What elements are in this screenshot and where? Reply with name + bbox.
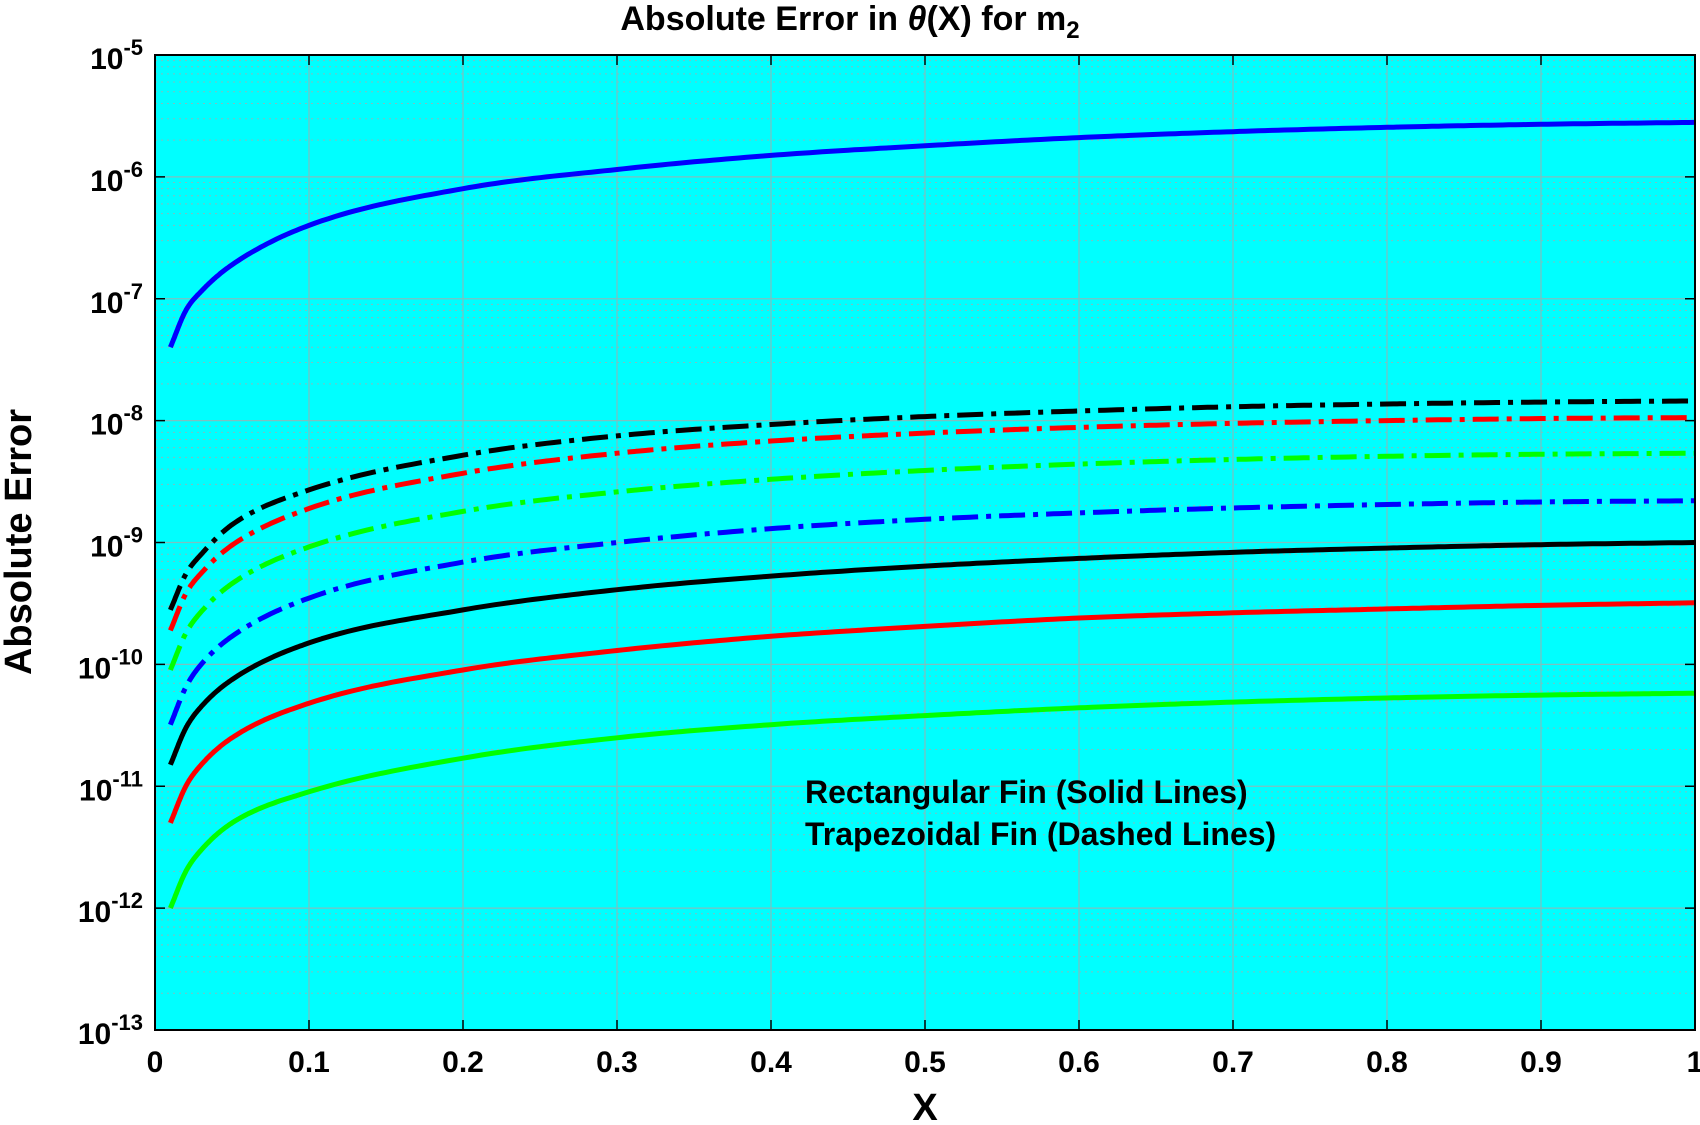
x-tick-label: 0.5 (904, 1046, 946, 1079)
y-tick-label: 10-10 (78, 644, 143, 685)
series-line-solid-1 (168, 540, 1696, 766)
y-tick-exponent: -13 (111, 1010, 143, 1035)
chart-title: Absolute Error in θ(X) for m2 (620, 0, 1079, 44)
x-tick-label: 0.4 (750, 1046, 792, 1079)
y-tick-base: 10 (90, 165, 123, 198)
x-tick-labels: 0 0.1 0.2 0.3 0.4 0.5 0.6 0.7 0.8 0.9 1 (147, 1046, 1700, 1079)
y-tick-base: 10 (79, 774, 112, 807)
x-tick-label: 0 (147, 1046, 164, 1079)
y-tick-base: 10 (90, 409, 123, 442)
y-tick-label: 10-8 (90, 401, 143, 442)
y-tick-label: 10-12 (78, 888, 143, 929)
title-subscript: 2 (1066, 17, 1079, 44)
series-line-dashed-4 (168, 398, 1695, 611)
y-tick-base: 10 (78, 1018, 111, 1051)
y-axis-label: Absolute Error (0, 409, 40, 675)
x-tick-label: 0.9 (1520, 1046, 1562, 1079)
x-tick-label: 1 (1687, 1046, 1700, 1079)
y-tick-exponent: -8 (123, 401, 143, 426)
x-tick-label: 0.3 (596, 1046, 638, 1079)
y-tick-label: 10-5 (90, 35, 143, 76)
y-tick-label: 10-7 (90, 279, 143, 320)
y-tick-label: 10-11 (79, 766, 143, 807)
series-line-dashed-7 (168, 498, 1695, 726)
y-tick-exponent: -5 (123, 35, 143, 60)
annotation-trapezoidal-fin: Trapezoidal Fin (Dashed Lines) (805, 816, 1276, 852)
plot-frame (154, 54, 1696, 1031)
y-tick-label: 10-9 (90, 523, 143, 564)
x-tick-label: 0.6 (1058, 1046, 1100, 1079)
series-line-dashed-5 (168, 415, 1696, 632)
x-tick-label: 0.8 (1366, 1046, 1408, 1079)
data-series (168, 119, 1696, 910)
series-line-solid-3 (168, 690, 1696, 910)
x-tick-label: 0.2 (442, 1046, 484, 1079)
y-tick-exponent: -11 (112, 766, 143, 791)
y-tick-base: 10 (90, 531, 123, 564)
y-tick-base: 10 (78, 896, 111, 929)
x-tick-label: 0.7 (1212, 1046, 1254, 1079)
y-tick-exponent: -6 (123, 157, 143, 182)
y-tick-exponent: -7 (123, 279, 143, 304)
series-line-dashed-6 (168, 450, 1696, 671)
y-tick-exponent: -12 (111, 888, 143, 913)
y-tick-label: 10-13 (78, 1010, 143, 1051)
title-prefix: Absolute Error in (620, 0, 907, 38)
title-theta: θ (908, 0, 927, 38)
series-line-solid-2 (168, 600, 1696, 824)
annotation-rectangular-fin: Rectangular Fin (Solid Lines) (805, 774, 1248, 810)
y-tick-base: 10 (78, 652, 111, 685)
y-tick-exponent: -10 (111, 644, 143, 669)
y-tick-label: 10-6 (90, 157, 143, 198)
x-axis-label: X (912, 1087, 938, 1125)
y-tick-base: 10 (90, 287, 123, 320)
y-tick-exponent: -9 (123, 523, 143, 548)
series-line-solid-0 (168, 119, 1696, 349)
title-middle: (X) for m (926, 0, 1066, 38)
y-tick-base: 10 (90, 43, 123, 76)
x-tick-label: 0.1 (288, 1046, 330, 1079)
